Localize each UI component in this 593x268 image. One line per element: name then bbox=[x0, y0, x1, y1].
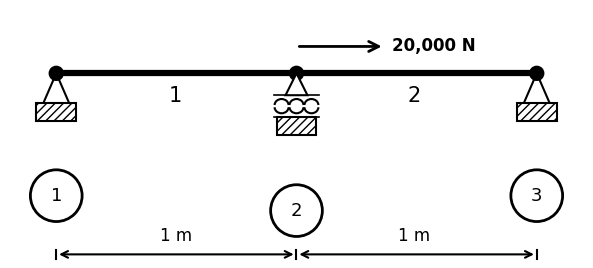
Circle shape bbox=[49, 66, 63, 80]
Text: 1: 1 bbox=[50, 187, 62, 205]
Circle shape bbox=[30, 170, 82, 222]
Bar bbox=[36, 103, 76, 121]
Circle shape bbox=[270, 185, 323, 236]
Polygon shape bbox=[286, 73, 307, 95]
Text: 1: 1 bbox=[169, 86, 182, 106]
Circle shape bbox=[511, 170, 563, 222]
Circle shape bbox=[289, 66, 304, 80]
Polygon shape bbox=[43, 73, 69, 103]
Polygon shape bbox=[524, 73, 550, 103]
Text: 1 m: 1 m bbox=[160, 228, 192, 245]
Circle shape bbox=[530, 66, 544, 80]
Text: 3: 3 bbox=[531, 187, 543, 205]
Bar bbox=[276, 117, 317, 135]
Text: 2: 2 bbox=[291, 202, 302, 219]
Text: 20,000 N: 20,000 N bbox=[393, 38, 476, 55]
Text: 2: 2 bbox=[408, 86, 421, 106]
Text: 1 m: 1 m bbox=[398, 228, 431, 245]
Bar bbox=[517, 103, 557, 121]
